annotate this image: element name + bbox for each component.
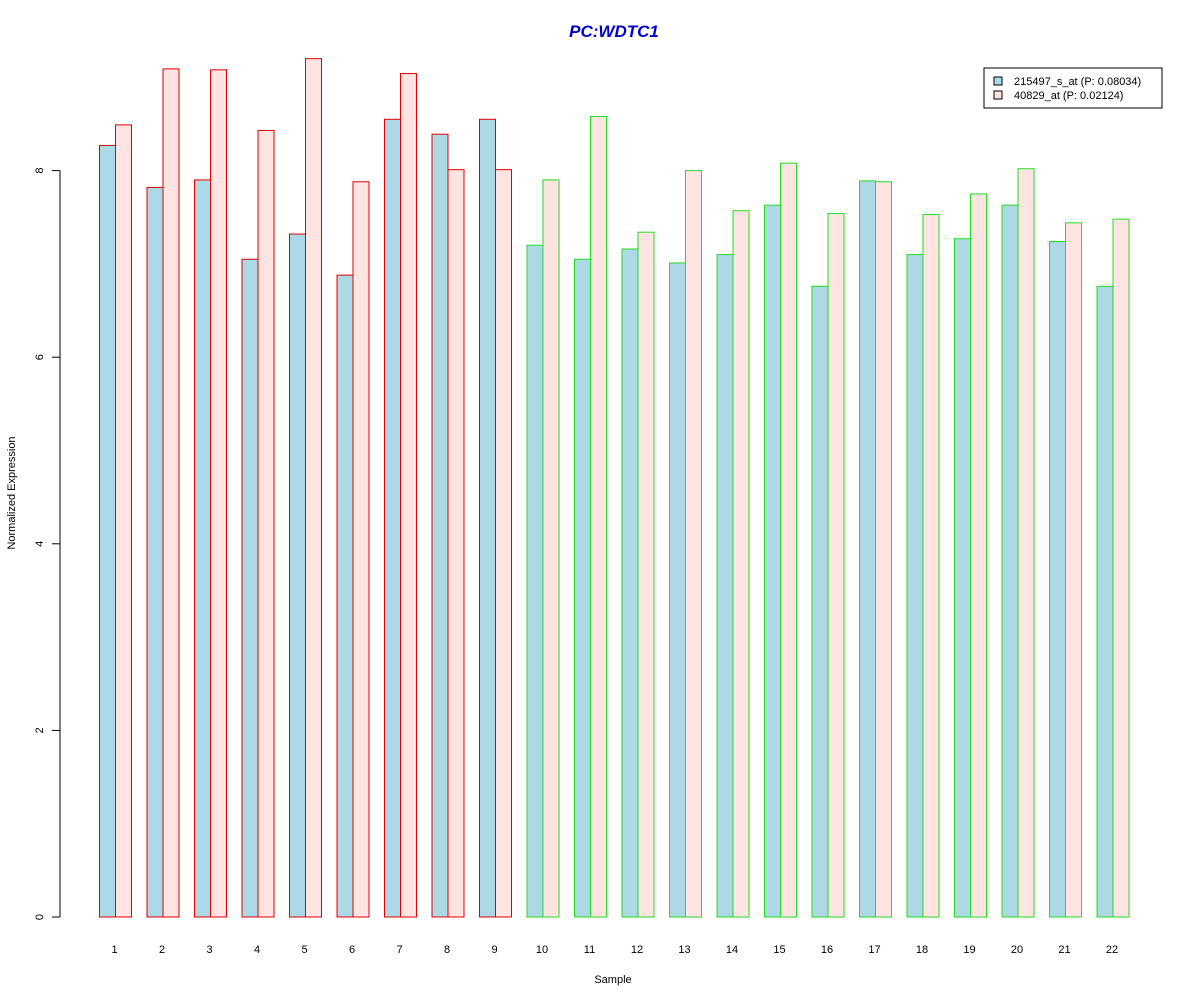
bar-sample-9-series-1 [479, 118, 496, 918]
legend-label-series-2: 40829_at (P: 0.02124) [1014, 90, 1123, 102]
x-tick-label: 8 [444, 944, 450, 956]
bar-sample-15-series-2 [780, 162, 797, 918]
y-axis: 0 2 4 6 8 [34, 168, 61, 920]
bar-sample-3-series-1 [194, 179, 211, 918]
bar-sample-13-series-1 [669, 262, 686, 918]
legend-swatch-series-1 [993, 76, 1003, 86]
x-tick-label: 18 [916, 944, 928, 956]
bar-sample-19-series-1 [954, 238, 971, 918]
bar-sample-16-series-1 [811, 285, 829, 918]
x-tick-label: 1 [111, 944, 117, 956]
bar-sample-14-series-1 [716, 254, 734, 918]
bars [99, 58, 1130, 918]
chart-title: PC:WDTC1 [569, 22, 659, 41]
x-axis-label: Sample [594, 974, 631, 986]
bar-sample-15-series-1 [764, 204, 781, 918]
y-tick-label: 0 [34, 914, 46, 920]
bar-sample-20-series-1 [1001, 204, 1019, 918]
y-tick-label: 2 [34, 727, 46, 733]
x-tick-labels: 1 2 3 4 5 6 7 8 9 10 11 12 13 14 15 16 17 18 19 20 21 22 [111, 944, 1118, 956]
bar-sample-18-series-1 [906, 254, 924, 918]
bar-sample-18-series-2 [922, 213, 940, 918]
x-tick-label: 14 [726, 944, 738, 956]
bar-sample-7-series-1 [384, 118, 401, 918]
bar-sample-2-series-2 [162, 68, 180, 918]
bar-sample-21-series-2 [1065, 222, 1082, 918]
bar-sample-19-series-2 [970, 193, 987, 918]
x-tick-label: 15 [773, 944, 785, 956]
bar-sample-6-series-2 [352, 181, 370, 918]
bar-sample-11-series-1 [574, 258, 591, 918]
legend: 215497_s_at (P: 0.08034) 40829_at (P: 0.0… [983, 67, 1163, 109]
bar-sample-9-series-2 [495, 169, 512, 918]
bar-sample-12-series-2 [637, 231, 655, 918]
y-tick-label: 8 [34, 168, 46, 174]
bar-sample-22-series-1 [1096, 285, 1114, 918]
bar-sample-10-series-1 [526, 244, 544, 918]
x-tick-label: 12 [631, 944, 643, 956]
bar-sample-17-series-1 [859, 180, 876, 918]
bar-sample-6-series-1 [336, 274, 354, 918]
x-tick-label: 6 [349, 944, 355, 956]
x-tick-label: 22 [1106, 944, 1118, 956]
bar-sample-14-series-2 [732, 210, 750, 918]
x-tick-label: 2 [159, 944, 165, 956]
y-tick-label: 6 [34, 354, 46, 360]
bar-sample-22-series-2 [1112, 218, 1130, 918]
x-tick-label: 16 [821, 944, 833, 956]
bar-sample-2-series-1 [146, 186, 164, 918]
y-axis-label: Normalized Expression [6, 436, 18, 549]
legend-swatch-series-2 [993, 90, 1003, 100]
x-tick-label: 17 [868, 944, 880, 956]
x-tick-label: 11 [584, 944, 595, 956]
bar-sample-10-series-2 [542, 179, 560, 918]
bar-sample-1-series-1 [99, 144, 116, 918]
bar-sample-5-series-1 [289, 233, 306, 918]
x-tick-label: 19 [963, 944, 975, 956]
x-tick-label: 13 [678, 944, 690, 956]
x-tick-label: 21 [1058, 944, 1070, 956]
bar-sample-21-series-1 [1049, 241, 1066, 918]
bar-sample-7-series-2 [400, 73, 417, 918]
x-tick-label: 10 [536, 944, 548, 956]
y-tick-label: 4 [34, 541, 46, 547]
bar-sample-4-series-2 [257, 129, 275, 918]
bar-sample-5-series-2 [305, 58, 322, 918]
legend-label-series-1: 215497_s_at (P: 0.08034) [1014, 76, 1141, 88]
bar-sample-8-series-2 [447, 169, 465, 918]
bar-sample-1-series-2 [115, 124, 132, 918]
bar-sample-3-series-2 [210, 69, 227, 918]
bar-sample-4-series-1 [241, 258, 259, 918]
x-tick-label: 3 [206, 944, 212, 956]
bar-sample-11-series-2 [590, 115, 607, 918]
x-tick-label: 4 [254, 944, 260, 956]
bar-sample-8-series-1 [431, 133, 449, 918]
bar-sample-20-series-2 [1017, 168, 1035, 918]
legend-box [983, 67, 1163, 109]
bar-sample-12-series-1 [621, 248, 639, 918]
x-tick-label: 5 [301, 944, 307, 956]
x-tick-label: 9 [491, 944, 497, 956]
bar-sample-17-series-2 [875, 181, 892, 918]
x-tick-label: 7 [396, 944, 402, 956]
x-tick-label: 20 [1011, 944, 1023, 956]
bar-sample-16-series-2 [827, 213, 845, 918]
bar-sample-13-series-2 [685, 170, 702, 918]
